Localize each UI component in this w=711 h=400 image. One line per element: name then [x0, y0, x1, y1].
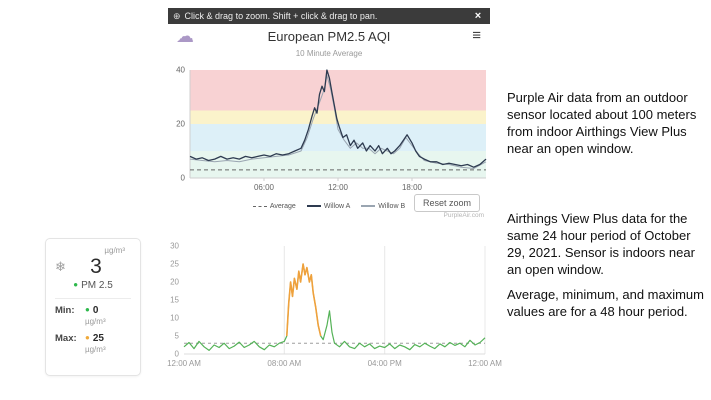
svg-text:40: 40 — [176, 66, 185, 75]
purpleair-cloud-logo-icon[interactable]: ☁ — [176, 26, 194, 46]
legend-swatch — [252, 205, 267, 207]
legend-label: Willow A — [323, 202, 351, 210]
legend-label: Willow B — [378, 202, 406, 210]
max-label: Max: — [55, 333, 77, 344]
svg-text:15: 15 — [170, 296, 179, 305]
svg-text:0: 0 — [181, 174, 186, 183]
svg-text:25: 25 — [170, 260, 179, 269]
divider — [55, 298, 131, 299]
svg-text:08:00 AM: 08:00 AM — [267, 359, 301, 368]
legend-item-willow-b[interactable]: Willow B — [361, 203, 405, 210]
pm25-current-value: 3 — [90, 255, 102, 278]
annotation-airthings: Airthings View Plus data for the same 24… — [507, 211, 695, 277]
annotation-averages: Average, minimum, and maximum values are… — [507, 287, 704, 319]
svg-text:0: 0 — [175, 350, 180, 359]
svg-text:12:00 AM: 12:00 AM — [167, 359, 201, 368]
legend-swatch — [306, 205, 321, 207]
max-dot-icon: ● — [85, 333, 90, 342]
svg-text:12:00 AM: 12:00 AM — [468, 359, 502, 368]
legend-swatch — [361, 205, 376, 207]
airthings-pm25-card[interactable]: µg/m³ ❄ 3 ● PM 2.5 Min: ● 0 µg/m³ Max: ● 25… — [45, 238, 141, 376]
airthings-chart-panel: 0 5 10 15 20 25 30 12:00 AM 08:00 AM 04:00 PM 12:0… — [150, 240, 502, 378]
chart-header: ☁ European PM2.5 AQI ≡ — [168, 24, 490, 49]
zoom-icon: ⊕ — [173, 10, 181, 21]
svg-text:20: 20 — [170, 278, 179, 287]
min-label: Min: — [55, 305, 75, 316]
pm-particles-icon: ❄ — [55, 259, 66, 274]
card-value-row: ❄ 3 — [55, 255, 131, 279]
status-dot-icon: ● — [73, 280, 79, 289]
reset-zoom-button[interactable]: Reset zoom — [413, 194, 480, 212]
pm25-label-row: ● PM 2.5 — [55, 280, 131, 291]
svg-text:30: 30 — [170, 242, 179, 251]
airthings-pm25-chart[interactable]: 0 5 10 15 20 25 30 12:00 AM 08:00 AM 04:00 PM 12:0… — [150, 240, 502, 378]
min-unit: µg/m³ — [85, 317, 106, 326]
chart-title: European PM2.5 AQI — [267, 29, 391, 44]
purpleair-watermark-link[interactable]: PurpleAir.com — [443, 212, 484, 219]
max-stat-row: Max: ● 25 µg/m³ — [55, 333, 131, 354]
zoom-hint-bar: ⊕ Click & drag to zoom. Shift + click & … — [168, 8, 490, 24]
legend-label: Average — [269, 202, 296, 210]
chart-subtitle: 10 Minute Average — [295, 49, 363, 58]
legend-item-average[interactable]: Average — [252, 202, 296, 210]
svg-text:10: 10 — [170, 314, 179, 323]
annotation-purpleair: Purple Air data from an outdoor sensor l… — [507, 90, 697, 156]
svg-text:04:00 PM: 04:00 PM — [368, 359, 403, 368]
max-unit: µg/m³ — [85, 345, 106, 354]
min-value-group: ● 0 — [85, 305, 98, 316]
svg-text:12:00: 12:00 — [328, 183, 349, 192]
menu-icon[interactable]: ≡ — [472, 27, 481, 44]
pm25-label: PM 2.5 — [81, 280, 113, 291]
min-dot-icon: ● — [85, 305, 90, 314]
card-unit-label: µg/m³ — [104, 246, 125, 255]
svg-text:06:00: 06:00 — [254, 183, 275, 192]
max-value: 25 — [92, 333, 104, 344]
min-stat-row: Min: ● 0 µg/m³ — [55, 305, 131, 326]
svg-text:20: 20 — [176, 120, 185, 129]
close-icon[interactable]: × — [474, 10, 482, 22]
purpleair-widget: ⊕ Click & drag to zoom. Shift + click & … — [168, 8, 490, 221]
legend-item-willow-a[interactable]: Willow A — [306, 202, 351, 210]
svg-text:5: 5 — [175, 332, 180, 341]
min-value: 0 — [92, 305, 99, 316]
zoom-hint-text: Click & drag to zoom. Shift + click & dr… — [184, 11, 378, 21]
max-value-group: ● 25 — [85, 333, 104, 344]
chart-legend: Average Willow A Willow B — [168, 200, 490, 212]
svg-text:18:00: 18:00 — [402, 183, 423, 192]
pm25-aqi-chart[interactable]: 0 20 40 06:00 12:00 18:00 — [168, 60, 490, 200]
